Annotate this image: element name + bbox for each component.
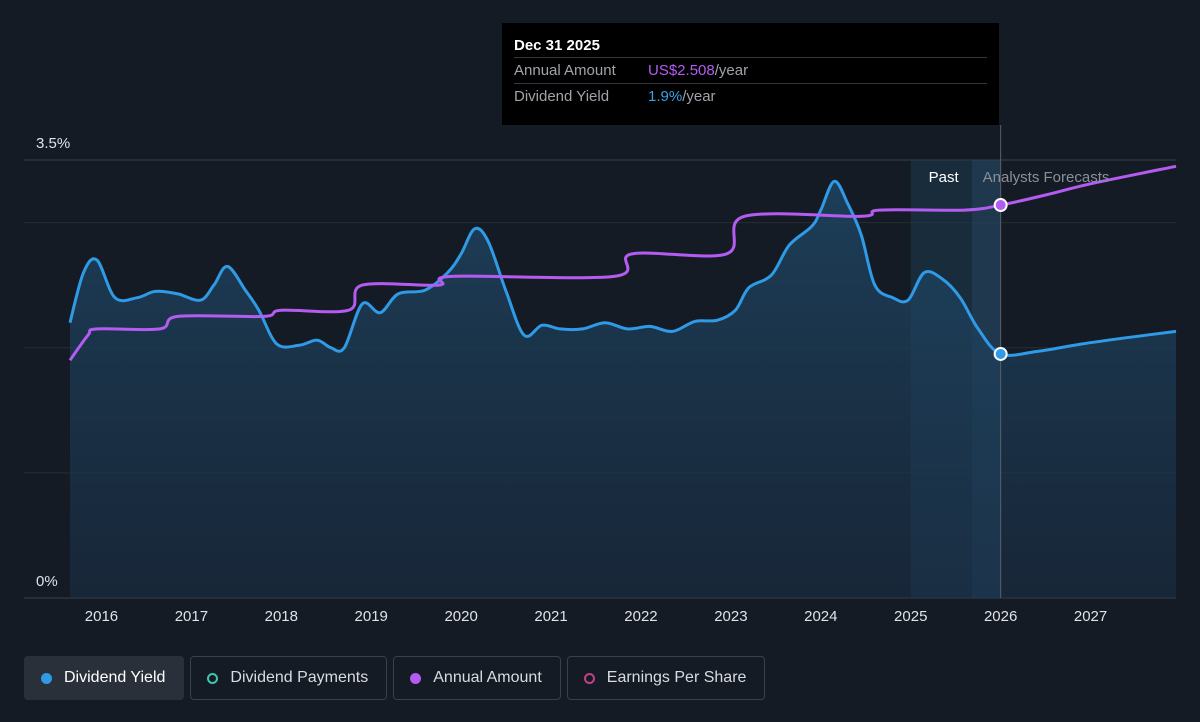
x-tick-label: 2020 <box>444 608 477 625</box>
tooltip-label: Dividend Yield <box>514 88 610 105</box>
x-tick-label: 2022 <box>624 608 657 625</box>
legend-earnings-per-share[interactable]: Earnings Per Share <box>566 656 766 700</box>
legend-label: Annual Amount <box>433 669 542 686</box>
analysts-forecasts-label: Analysts Forecasts <box>983 169 1110 186</box>
x-axis-labels: 2016 2017 2018 2019 2020 2021 2022 2023 2024 2025… <box>85 608 1107 625</box>
tooltip-date: Dec 31 2025 <box>514 37 600 54</box>
x-tick-label: 2017 <box>175 608 208 625</box>
x-tick-label: 2016 <box>85 608 118 625</box>
y-tick-label: 3.5% <box>36 135 70 152</box>
dividend-yield-line <box>68 179 1177 357</box>
dividend-yield-dot-icon <box>41 672 52 684</box>
earnings-per-share-ring-icon <box>583 672 595 684</box>
x-tick-label: 2026 <box>984 608 1017 625</box>
tooltip-row-dividend-yield: Dividend Yield 1.9% /year <box>514 83 987 109</box>
legend-dividend-yield[interactable]: Dividend Yield <box>24 656 185 700</box>
legend-label: Earnings Per Share <box>606 669 747 686</box>
tooltip-value: 1.9% <box>648 88 683 105</box>
y-tick-label: 0% <box>36 573 58 590</box>
tooltip-value: US$2.508 <box>648 62 715 79</box>
x-tick-label: 2024 <box>804 608 837 625</box>
x-tick-label: 2025 <box>894 608 927 625</box>
tooltip-unit: /year <box>714 62 749 79</box>
tooltip-row-annual-amount: Annual Amount US$2.508 /year <box>514 57 987 83</box>
y-axis-labels: 3.5% 0% <box>36 135 70 590</box>
x-tick-label: 2027 <box>1074 608 1107 625</box>
annual-amount-line <box>68 164 1177 362</box>
tooltip-unit: /year <box>682 88 716 105</box>
dividend-yield-marker[interactable] <box>993 346 1008 361</box>
tooltip-label: Annual Amount <box>514 62 616 79</box>
dividend-chart: 3.5%0% 2016 2017 2018 2019 2020 2021 2022 2023 2… <box>24 125 1177 625</box>
legend-label: Dividend Payments <box>230 669 369 686</box>
dividend-yield-area <box>70 181 1176 598</box>
legend-label: Dividend Yield <box>64 669 166 686</box>
annual-amount-marker[interactable] <box>993 198 1008 213</box>
legend: Dividend Yield Dividend Payments Annual … <box>24 656 766 700</box>
x-tick-label: 2021 <box>534 608 567 625</box>
tooltip: Dec 31 2025 Annual Amount US$2.508 /year… <box>502 23 999 125</box>
legend-annual-amount[interactable]: Annual Amount <box>393 656 561 700</box>
x-tick-label: 2019 <box>355 608 388 625</box>
x-tick-label: 2018 <box>265 608 298 625</box>
legend-dividend-payments[interactable]: Dividend Payments <box>190 656 388 700</box>
past-label: Past <box>929 169 960 186</box>
annual-amount-dot-icon <box>410 672 422 684</box>
x-tick-label: 2023 <box>714 608 747 625</box>
dividend-payments-ring-icon <box>207 672 219 684</box>
